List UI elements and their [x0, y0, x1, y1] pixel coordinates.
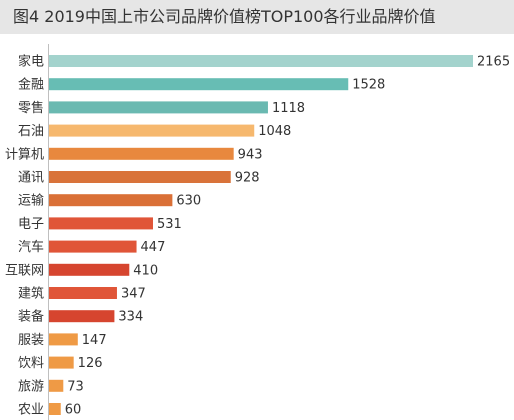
category-label: 电子 [18, 217, 44, 232]
category-label: 零售 [18, 100, 44, 116]
bar [49, 194, 173, 207]
bar [49, 78, 349, 91]
value-label: 126 [78, 356, 103, 371]
chart-title: 图4 2019中国上市公司品牌价值榜TOP100各行业品牌价值 [13, 7, 436, 26]
category-label: 建筑 [18, 286, 44, 302]
bar [49, 240, 137, 253]
value-label: 1118 [272, 101, 305, 116]
category-label: 金融 [18, 77, 44, 93]
bar [49, 310, 115, 323]
bar [49, 356, 74, 369]
category-label: 互联网 [5, 263, 44, 278]
value-label: 147 [82, 333, 107, 348]
bar [49, 333, 78, 346]
value-label: 1528 [352, 78, 385, 93]
bar [49, 171, 231, 183]
bar [49, 55, 473, 67]
category-label: 服装 [18, 333, 44, 348]
bar [49, 263, 130, 276]
value-label: 2165 [477, 55, 510, 70]
category-label: 汽车 [18, 239, 44, 255]
bar [49, 379, 64, 392]
category-label: 饮料 [18, 356, 44, 371]
bar-chart: 家电 2165 金融 1528 零售 1118 石油 1048 计算机 943 通讯 928 运输 630… [5, 44, 510, 420]
bar [49, 217, 153, 230]
category-label: 计算机 [5, 147, 44, 162]
category-label: 装备 [18, 309, 44, 325]
value-label: 943 [238, 147, 263, 162]
category-label: 通讯 [18, 171, 44, 186]
value-label: 928 [235, 171, 260, 186]
value-label: 60 [65, 403, 82, 418]
value-label: 1048 [258, 124, 291, 139]
bar [49, 147, 234, 160]
bar [49, 101, 268, 114]
value-label: 347 [121, 287, 146, 302]
value-label: 73 [67, 379, 84, 394]
value-label: 531 [157, 217, 182, 232]
category-label: 运输 [18, 193, 44, 209]
value-label: 334 [118, 310, 143, 325]
value-label: 630 [176, 194, 201, 209]
bar [49, 287, 117, 299]
category-label: 旅游 [18, 379, 44, 394]
category-label: 农业 [18, 403, 44, 418]
value-label: 410 [133, 263, 158, 278]
bar [49, 124, 255, 137]
value-label: 447 [141, 240, 166, 255]
category-label: 石油 [18, 124, 44, 139]
bar [49, 403, 61, 415]
category-label: 家电 [18, 54, 44, 70]
title-bar: 图4 2019中国上市公司品牌价值榜TOP100各行业品牌价值 [0, 0, 514, 34]
